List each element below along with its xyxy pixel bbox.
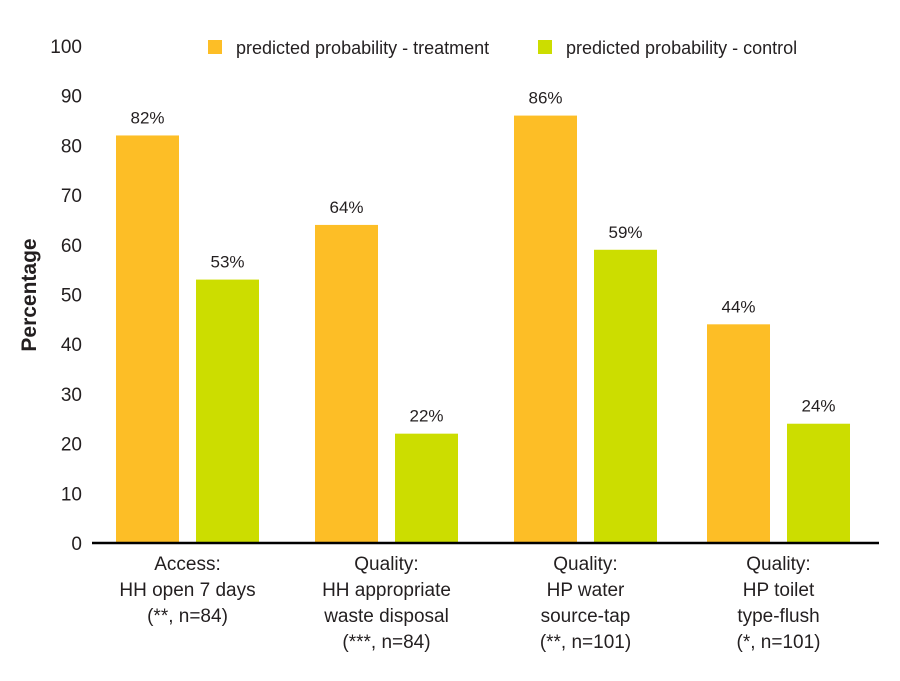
y-tick-label: 100 [50, 37, 82, 58]
y-tick-label: 80 [61, 136, 82, 157]
y-tick-label: 20 [61, 435, 82, 456]
y-tick-label: 90 [61, 87, 82, 108]
y-tick-label: 30 [61, 385, 82, 406]
y-axis-label: Percentage [18, 238, 41, 351]
y-tick-label: 40 [61, 335, 82, 356]
control-data-label-2: 22% [409, 407, 443, 426]
category-label-2: HH appropriate [322, 580, 451, 601]
legend: predicted probability - treatment predict… [208, 38, 797, 58]
control-legend-swatch [538, 40, 552, 54]
category-label-3: Quality: [553, 554, 617, 575]
category-label-1: Access: [154, 554, 221, 575]
category-label-4: HP toilet [743, 580, 815, 601]
control-bar-1 [196, 279, 259, 543]
treatment-legend-label: predicted probability - treatment [236, 38, 489, 58]
category-label-3: (**, n=101) [540, 632, 631, 653]
data-labels: 82% 64% 86% 44% 53% 22% 59% 24% [130, 89, 835, 426]
category-labels: Access: HH open 7 days (**, n=84) Quality: H… [119, 554, 820, 653]
category-label-4: (*, n=101) [737, 632, 821, 653]
y-tick-label: 0 [71, 534, 82, 555]
y-tick-label: 50 [61, 286, 82, 307]
y-tick-label: 60 [61, 236, 82, 257]
treatment-bar-4 [707, 324, 770, 543]
treatment-bar-3 [514, 115, 577, 543]
control-legend-label: predicted probability - control [566, 38, 797, 58]
control-data-label-3: 59% [608, 223, 642, 242]
treatment-data-label-2: 64% [329, 198, 363, 217]
category-label-3: HP water [547, 580, 625, 601]
category-label-1: HH open 7 days [119, 580, 255, 601]
y-axis: 0 10 20 30 40 50 60 70 80 90 100 [50, 37, 82, 555]
bars [116, 115, 850, 544]
y-tick-label: 10 [61, 484, 82, 505]
treatment-data-label-1: 82% [130, 108, 164, 127]
category-label-4: Quality: [746, 554, 810, 575]
treatment-data-label-4: 44% [721, 297, 755, 316]
control-data-label-4: 24% [801, 397, 835, 416]
control-bar-3 [594, 249, 657, 543]
y-tick-label: 70 [61, 186, 82, 207]
treatment-bar-2 [315, 224, 378, 544]
control-bar-2 [395, 433, 458, 543]
category-label-2: waste disposal [323, 606, 449, 627]
category-label-4: type-flush [737, 606, 819, 627]
category-label-3: source-tap [541, 606, 631, 627]
treatment-legend-swatch [208, 40, 222, 54]
category-label-1: (**, n=84) [147, 606, 228, 627]
treatment-bar-1 [116, 135, 179, 543]
control-bar-4 [787, 423, 850, 543]
category-label-2: (***, n=84) [342, 632, 430, 653]
control-data-label-1: 53% [210, 253, 244, 272]
treatment-data-label-3: 86% [528, 89, 562, 108]
category-label-2: Quality: [354, 554, 418, 575]
